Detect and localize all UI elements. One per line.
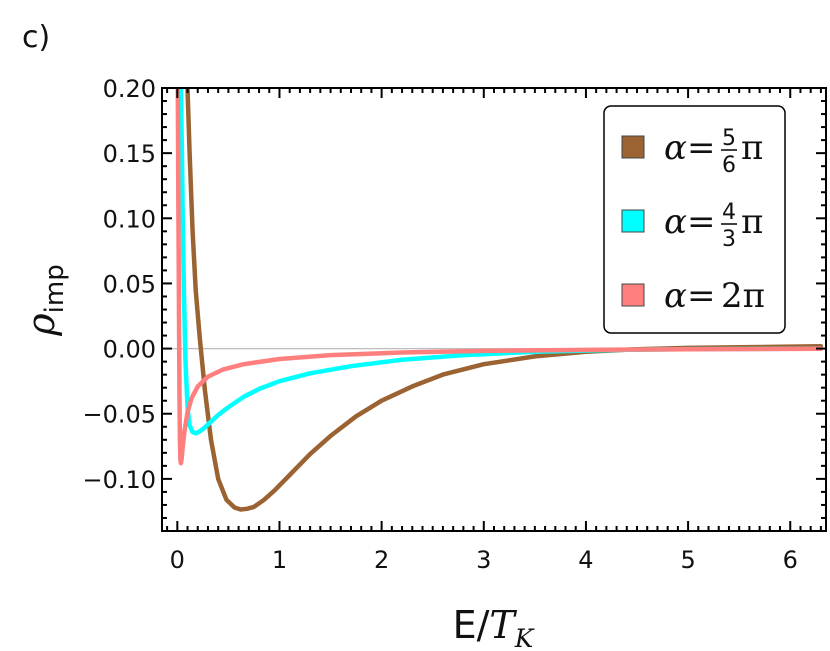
y-tick-label: 0.20 [103,75,156,103]
legend-swatch-3 [621,283,645,307]
legend: α= 56 πα= 43 πα= 2π [603,105,786,334]
y-tick-label: −0.05 [82,401,156,429]
legend-rhs: π [741,128,763,168]
legend-rhs: π [741,202,763,242]
legend-swatch-2 [621,209,645,233]
x-tick-label: 2 [374,546,389,574]
y-axis-label-rho: ρ [19,313,63,337]
x-axis-label-t: T [489,603,517,647]
x-axis-label-energy: E [453,603,477,647]
x-tick-label: 5 [680,546,695,574]
legend-numerator: 4 [722,200,736,225]
plot-area: 0 1 2 3 4 5 6−0.10−0.050.000.050.100.150.20 [82,75,827,574]
y-tick-label: 0.05 [103,270,156,298]
legend-denominator: 6 [722,153,736,178]
legend-label-1: α= 56 π [664,126,763,178]
legend-numerator: 5 [722,126,736,151]
y-tick-label: 0.10 [103,205,156,233]
x-tick-label: 6 [783,546,798,574]
series-line-3 [175,88,824,466]
y-axis-label: ρimp [19,264,70,336]
x-tick-label: 1 [272,546,287,574]
x-axis-label-slash: / [477,603,490,647]
legend-rhs: 2π [721,276,765,316]
legend-swatch-1 [621,135,645,159]
series-layer [175,88,824,512]
y-tick-label: 0.00 [103,336,156,364]
panel-label: c) [22,20,50,55]
y-tick-label: 0.15 [103,140,156,168]
legend-lhs: α= [664,276,715,316]
y-axis-label-sub-imp: imp [40,264,70,313]
y-tick-label: −0.10 [82,466,156,494]
x-tick-label: 3 [476,546,491,574]
svg-text:ρimp: ρimp [19,264,70,336]
legend-denominator: 3 [722,227,736,252]
svg-text:E/TK: E/TK [453,603,535,651]
x-axis-label-sub-k: K [514,624,535,651]
x-axis-label: E/TK [453,603,535,651]
legend-box [603,105,786,334]
ticks-layer: 0 1 2 3 4 5 6−0.10−0.050.000.050.100.150.20 [82,75,826,574]
legend-label-2: α= 43 π [664,200,763,252]
series-line-2 [178,88,824,436]
x-tick-label: 4 [578,546,593,574]
legend-label-3: α= 2π [664,276,765,316]
x-tick-label: 0 [170,546,185,574]
legend-lhs: α= [664,202,715,242]
legend-lhs: α= [664,128,715,168]
